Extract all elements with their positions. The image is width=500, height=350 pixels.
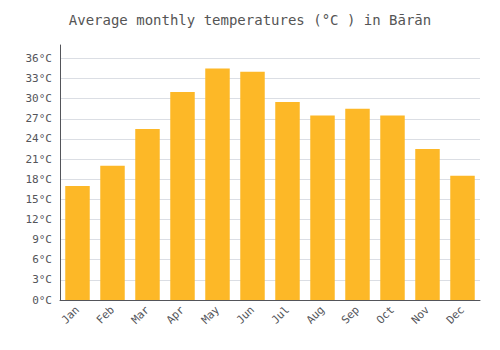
svg-text:Nov: Nov bbox=[409, 303, 432, 326]
svg-text:Oct: Oct bbox=[374, 303, 397, 326]
svg-text:Sep: Sep bbox=[339, 303, 362, 326]
svg-text:Jul: Jul bbox=[269, 303, 292, 326]
svg-text:Feb: Feb bbox=[94, 303, 117, 326]
svg-text:30°C: 30°C bbox=[26, 92, 53, 105]
svg-text:Average monthly temperatures (: Average monthly temperatures (°C ) in Bā… bbox=[69, 12, 431, 28]
svg-text:18°C: 18°C bbox=[26, 173, 53, 186]
svg-text:Jan: Jan bbox=[59, 303, 82, 326]
svg-text:Aug: Aug bbox=[304, 303, 327, 326]
svg-text:Apr: Apr bbox=[164, 303, 187, 326]
svg-text:6°C: 6°C bbox=[32, 253, 52, 266]
svg-text:24°C: 24°C bbox=[26, 132, 53, 145]
svg-text:33°C: 33°C bbox=[26, 72, 53, 85]
svg-text:Dec: Dec bbox=[444, 303, 467, 326]
svg-text:Mar: Mar bbox=[129, 303, 152, 326]
svg-text:15°C: 15°C bbox=[26, 193, 53, 206]
svg-text:0°C: 0°C bbox=[32, 294, 52, 307]
svg-text:Jun: Jun bbox=[234, 303, 257, 326]
svg-text:9°C: 9°C bbox=[32, 233, 52, 246]
svg-text:May: May bbox=[199, 303, 222, 326]
svg-text:27°C: 27°C bbox=[26, 112, 53, 125]
svg-text:3°C: 3°C bbox=[32, 273, 52, 286]
svg-text:36°C: 36°C bbox=[26, 52, 53, 65]
svg-text:21°C: 21°C bbox=[26, 153, 53, 166]
svg-text:12°C: 12°C bbox=[26, 213, 53, 226]
